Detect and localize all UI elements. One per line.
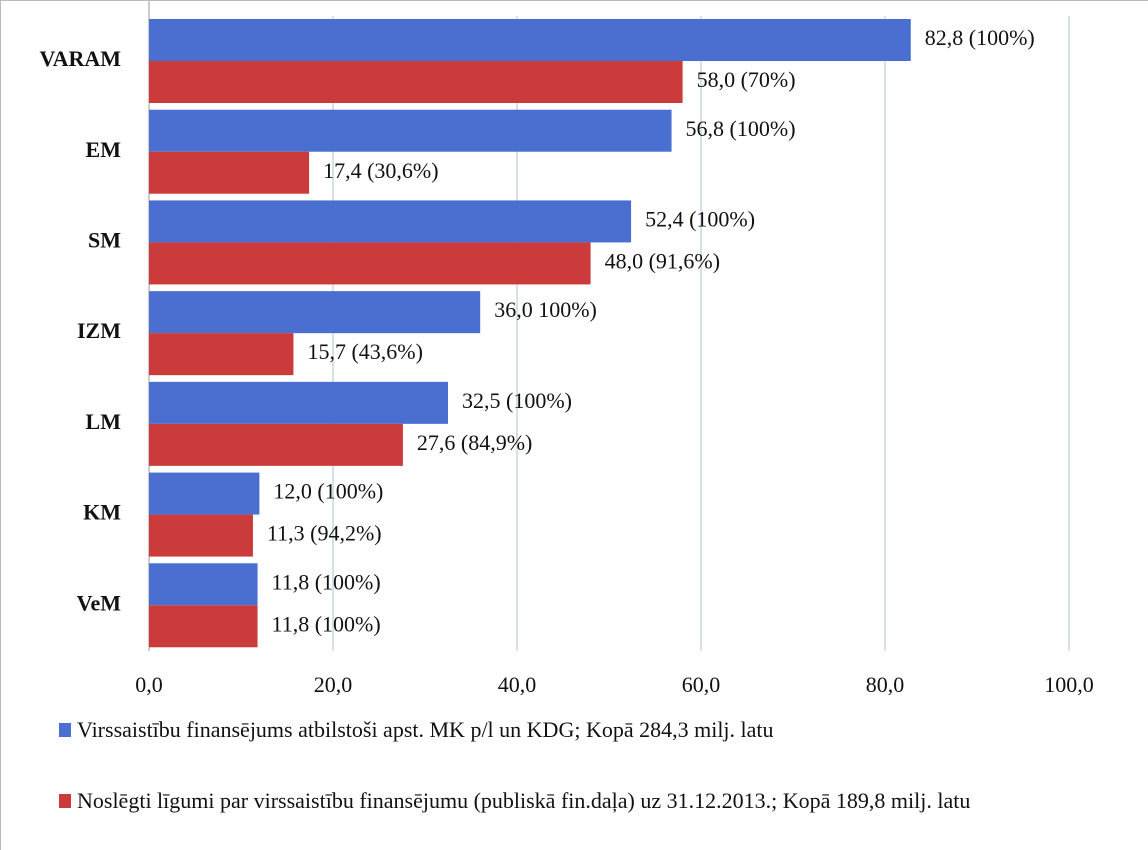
bar xyxy=(149,61,683,103)
bar xyxy=(149,514,253,557)
value-label: 27,6 (84,9%) xyxy=(417,430,532,455)
legend-label: Noslēgti līgumi par virssaistību finansē… xyxy=(77,788,971,813)
bar xyxy=(149,563,258,606)
x-tick-label: 80,0 xyxy=(866,672,905,697)
value-label: 11,8 (100%) xyxy=(272,569,381,594)
bar xyxy=(149,472,260,515)
bar xyxy=(149,19,911,61)
x-tick-label: 40,0 xyxy=(498,672,537,697)
y-tick-label: VeM xyxy=(77,590,122,615)
value-label: 58,0 (70%) xyxy=(697,67,796,92)
x-tick-label: 0,0 xyxy=(135,672,163,697)
legend-swatch xyxy=(59,794,71,808)
x-tick-label: 60,0 xyxy=(682,672,721,697)
y-tick-label: SM xyxy=(88,227,121,252)
value-label: 11,8 (100%) xyxy=(272,611,381,636)
value-label: 36,0 100%) xyxy=(494,297,597,322)
value-label: 12,0 (100%) xyxy=(273,479,383,504)
legend-item: Noslēgti līgumi par virssaistību finansē… xyxy=(59,786,997,816)
bar xyxy=(149,605,258,648)
bar xyxy=(149,423,403,466)
value-label: 48,0 (91,6%) xyxy=(605,248,720,273)
value-label: 32,5 (100%) xyxy=(462,388,572,413)
legend-item: Virssaistību finansējums atbilstoši apst… xyxy=(59,715,997,745)
bar xyxy=(149,291,481,334)
y-tick-label: LM xyxy=(86,409,122,434)
value-label: 52,4 (100%) xyxy=(645,206,755,231)
y-tick-label: EM xyxy=(86,137,122,162)
y-tick-label: KM xyxy=(83,500,121,525)
value-label: 17,4 (30,6%) xyxy=(323,158,438,183)
legend-swatch xyxy=(59,723,71,737)
value-label: 11,3 (94,2%) xyxy=(267,521,382,546)
bar xyxy=(149,151,310,194)
bar xyxy=(149,333,294,376)
bar xyxy=(149,381,448,424)
legend-label: Virssaistību finansējums atbilstoši apst… xyxy=(77,717,774,742)
bar xyxy=(149,242,591,285)
value-label: 15,7 (43,6%) xyxy=(307,339,422,364)
value-label: 82,8 (100%) xyxy=(925,25,1035,50)
y-tick-label: VARAM xyxy=(40,46,122,71)
x-tick-label: 100,0 xyxy=(1044,672,1094,697)
y-tick-label: IZM xyxy=(77,318,121,343)
value-label: 56,8 (100%) xyxy=(686,116,796,141)
x-tick-label: 20,0 xyxy=(314,672,353,697)
bar xyxy=(149,109,672,152)
bar xyxy=(149,200,632,243)
